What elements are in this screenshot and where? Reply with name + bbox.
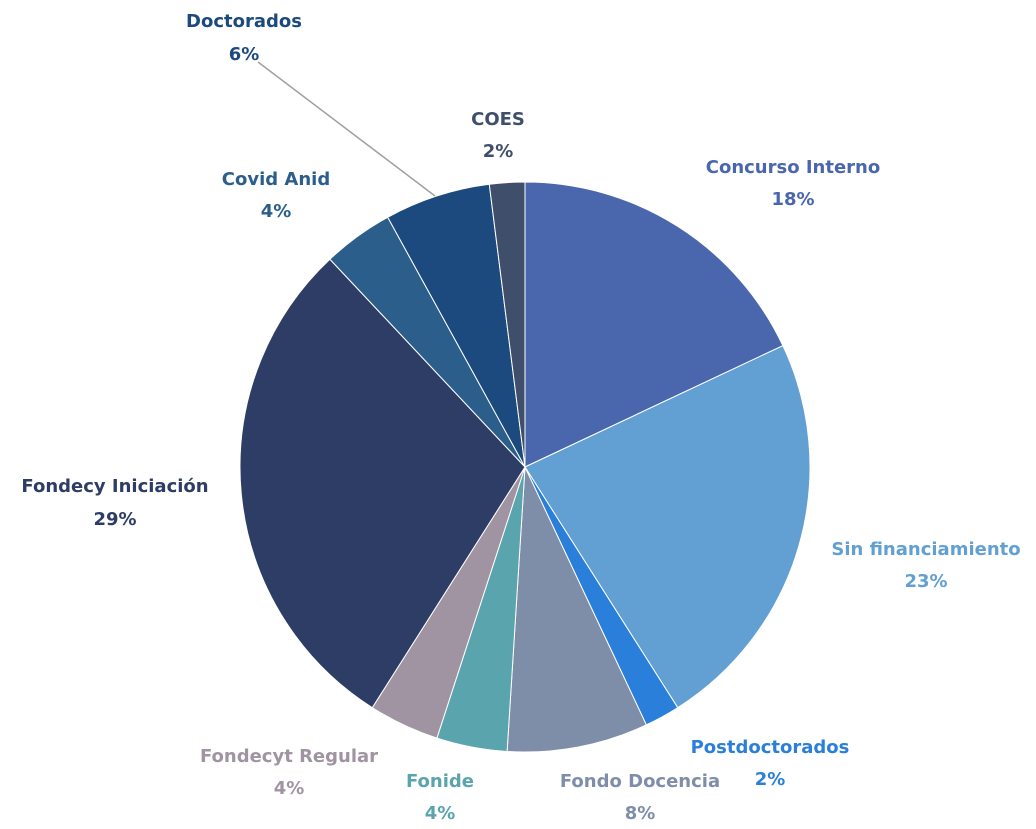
slice-label: COES	[471, 109, 525, 130]
pie-slice	[524, 344, 811, 709]
slice-value-label: 29%	[93, 509, 136, 530]
slice-label: Fondo Docencia	[560, 771, 720, 792]
slice-label: Fonide	[406, 771, 474, 792]
slice-label: Fondecy Iniciación	[21, 476, 208, 497]
slice-label: Covid Anid	[222, 169, 330, 190]
slice-value-label: 4%	[274, 778, 305, 799]
slice-value-label: 2%	[483, 141, 514, 162]
slice-value-label: 2%	[755, 769, 786, 790]
slice-value-label: 18%	[771, 189, 814, 210]
slice-label: Concurso Interno	[706, 157, 880, 178]
slice-label: Fondecyt Regular	[200, 746, 378, 767]
pie-slice	[524, 181, 784, 468]
slice-value-label: 23%	[904, 571, 947, 592]
slice-value-label: 4%	[261, 201, 292, 222]
pie-slice	[239, 258, 526, 709]
pie-slice	[506, 466, 648, 753]
slice-label: Sin financiamiento	[831, 539, 1020, 560]
slice-value-label: 4%	[425, 803, 456, 824]
slice-value-label: 8%	[625, 803, 656, 824]
pie-slice	[488, 181, 526, 468]
slice-value-label: 6%	[229, 44, 260, 65]
slice-label: Postdoctorados	[691, 737, 850, 758]
leader-line	[257, 61, 436, 197]
slice-label: Doctorados	[186, 11, 302, 32]
